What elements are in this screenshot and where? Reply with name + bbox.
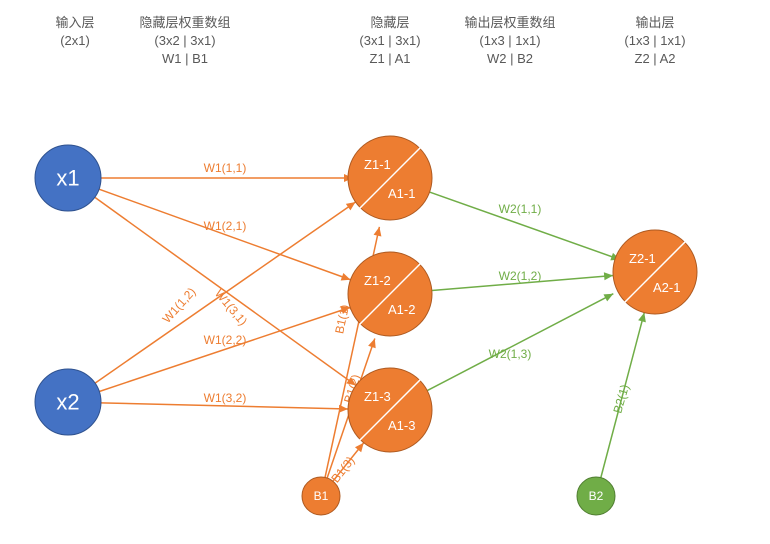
node-label-x2: x2	[56, 390, 79, 415]
arrowhead	[368, 338, 376, 348]
node-top-h1: Z1-1	[364, 157, 391, 172]
column-header-4: 输出层(1x3 | 1x1)Z2 | A2	[585, 14, 725, 69]
edge-label: W1(1,1)	[204, 161, 247, 175]
node-top-h3: Z1-3	[364, 389, 391, 404]
node-bottom-h2: A1-2	[388, 302, 415, 317]
arrowhead	[341, 273, 351, 281]
node-bottom-h3: A1-3	[388, 418, 415, 433]
node-top-h2: Z1-2	[364, 273, 391, 288]
edge-x2-h2	[99, 307, 350, 391]
node-label-x1: x1	[56, 166, 79, 191]
edge-label: W1(3,2)	[204, 391, 247, 405]
arrowhead	[604, 272, 613, 280]
node-label-b1: B1	[314, 489, 329, 503]
node-label-b2: B2	[589, 489, 604, 503]
node-bottom-out: A2-1	[653, 280, 680, 295]
node-top-out: Z2-1	[629, 251, 656, 266]
edge-label: W1(3,1)	[212, 287, 250, 329]
edge-label: W1(1,2)	[160, 285, 199, 326]
edge-label: B2(1)	[610, 383, 632, 415]
arrowhead	[374, 227, 382, 237]
arrowhead	[638, 313, 646, 323]
edge-label: B1(1)	[332, 303, 352, 335]
edge-label: W1(2,2)	[204, 333, 247, 347]
column-header-2: 隐藏层(3x1 | 3x1)Z1 | A1	[320, 14, 460, 69]
column-header-1: 隐藏层权重数组(3x2 | 3x1)W1 | B1	[115, 14, 255, 69]
network-diagram: W1(1,1) W1(2,1) W1(3,1) W1(1,2) W1(2,2) W1(3,…	[0, 0, 770, 544]
edge-label: W2(1,2)	[499, 269, 542, 283]
edge-label: W2(1,1)	[499, 202, 542, 216]
arrowhead	[346, 202, 356, 210]
node-bottom-h1: A1-1	[388, 186, 415, 201]
edge-label: W1(2,1)	[204, 219, 247, 233]
edge-label: W2(1,3)	[489, 347, 532, 361]
column-header-3: 输出层权重数组(1x3 | 1x1)W2 | B2	[440, 14, 580, 69]
edge-x1-h2	[99, 189, 350, 280]
edge-h3-out	[427, 294, 613, 391]
